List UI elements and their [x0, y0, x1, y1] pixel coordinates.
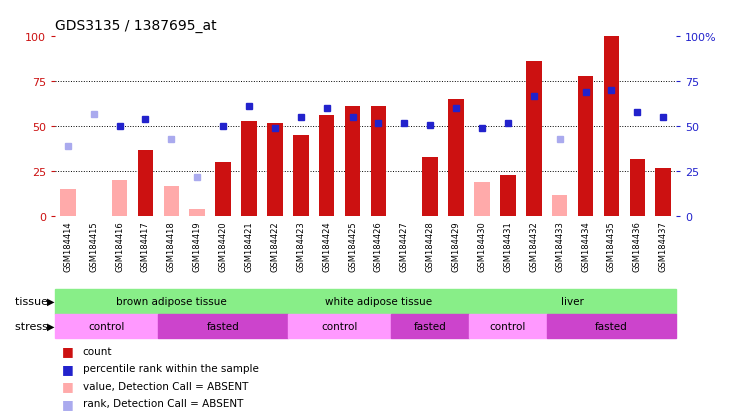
- Text: GSM184426: GSM184426: [374, 221, 383, 271]
- Bar: [552, 195, 567, 217]
- Text: tissue: tissue: [15, 297, 51, 306]
- Bar: [267, 123, 283, 217]
- Bar: [500, 176, 515, 217]
- Text: ▶: ▶: [47, 297, 54, 306]
- Bar: [55, 314, 159, 339]
- Text: stress: stress: [15, 321, 51, 331]
- Bar: [189, 210, 205, 217]
- Text: GSM184420: GSM184420: [219, 221, 227, 271]
- Text: fasted: fasted: [414, 321, 447, 331]
- Text: rank, Detection Call = ABSENT: rank, Detection Call = ABSENT: [83, 398, 243, 408]
- Bar: [391, 314, 469, 339]
- Text: control: control: [88, 321, 125, 331]
- Text: GSM184429: GSM184429: [452, 221, 461, 271]
- Text: ■: ■: [62, 379, 74, 392]
- Text: GSM184432: GSM184432: [529, 221, 538, 271]
- Text: GSM184433: GSM184433: [555, 221, 564, 271]
- Text: control: control: [490, 321, 526, 331]
- Text: liver: liver: [561, 297, 584, 306]
- Text: GSM184434: GSM184434: [581, 221, 590, 271]
- Text: GSM184421: GSM184421: [244, 221, 254, 271]
- Text: GSM184430: GSM184430: [477, 221, 487, 271]
- Bar: [577, 77, 594, 217]
- Bar: [448, 100, 464, 217]
- Text: ▶: ▶: [47, 321, 54, 331]
- Bar: [547, 314, 676, 339]
- Bar: [60, 190, 75, 217]
- Text: GSM184423: GSM184423: [296, 221, 306, 271]
- Text: white adipose tissue: white adipose tissue: [325, 297, 432, 306]
- Text: ■: ■: [62, 396, 74, 410]
- Bar: [469, 314, 547, 339]
- Bar: [345, 107, 360, 217]
- Bar: [371, 107, 386, 217]
- Text: GSM184415: GSM184415: [89, 221, 98, 271]
- Text: fasted: fasted: [595, 321, 628, 331]
- Text: GSM184437: GSM184437: [659, 221, 667, 271]
- Text: ■: ■: [62, 344, 74, 358]
- Text: GSM184419: GSM184419: [193, 221, 202, 271]
- Text: GSM184431: GSM184431: [504, 221, 512, 271]
- Bar: [55, 289, 288, 314]
- Bar: [629, 159, 645, 217]
- Text: GSM184424: GSM184424: [322, 221, 331, 271]
- Text: fasted: fasted: [207, 321, 240, 331]
- Bar: [288, 314, 391, 339]
- Text: GSM184416: GSM184416: [115, 221, 124, 271]
- Text: GSM184425: GSM184425: [348, 221, 357, 271]
- Text: GSM184422: GSM184422: [270, 221, 279, 271]
- Bar: [288, 289, 469, 314]
- Text: count: count: [83, 346, 112, 356]
- Bar: [604, 37, 619, 217]
- Bar: [164, 186, 179, 217]
- Text: GSM184435: GSM184435: [607, 221, 616, 271]
- Text: GSM184427: GSM184427: [400, 221, 409, 271]
- Bar: [319, 116, 334, 217]
- Text: GSM184436: GSM184436: [633, 221, 642, 271]
- Text: value, Detection Call = ABSENT: value, Detection Call = ABSENT: [83, 381, 248, 391]
- Bar: [656, 169, 671, 217]
- Bar: [159, 314, 288, 339]
- Bar: [474, 183, 490, 217]
- Text: control: control: [322, 321, 357, 331]
- Bar: [293, 136, 308, 217]
- Text: GSM184418: GSM184418: [167, 221, 176, 271]
- Bar: [526, 62, 542, 217]
- Text: GSM184417: GSM184417: [141, 221, 150, 271]
- Bar: [216, 163, 231, 217]
- Bar: [137, 150, 154, 217]
- Text: GSM184414: GSM184414: [64, 221, 72, 271]
- Bar: [112, 181, 127, 217]
- Text: GDS3135 / 1387695_at: GDS3135 / 1387695_at: [55, 19, 216, 33]
- Text: ■: ■: [62, 362, 74, 375]
- Bar: [241, 121, 257, 217]
- Text: brown adipose tissue: brown adipose tissue: [116, 297, 227, 306]
- Text: GSM184428: GSM184428: [425, 221, 435, 271]
- Bar: [469, 289, 676, 314]
- Bar: [423, 157, 438, 217]
- Text: percentile rank within the sample: percentile rank within the sample: [83, 363, 259, 373]
